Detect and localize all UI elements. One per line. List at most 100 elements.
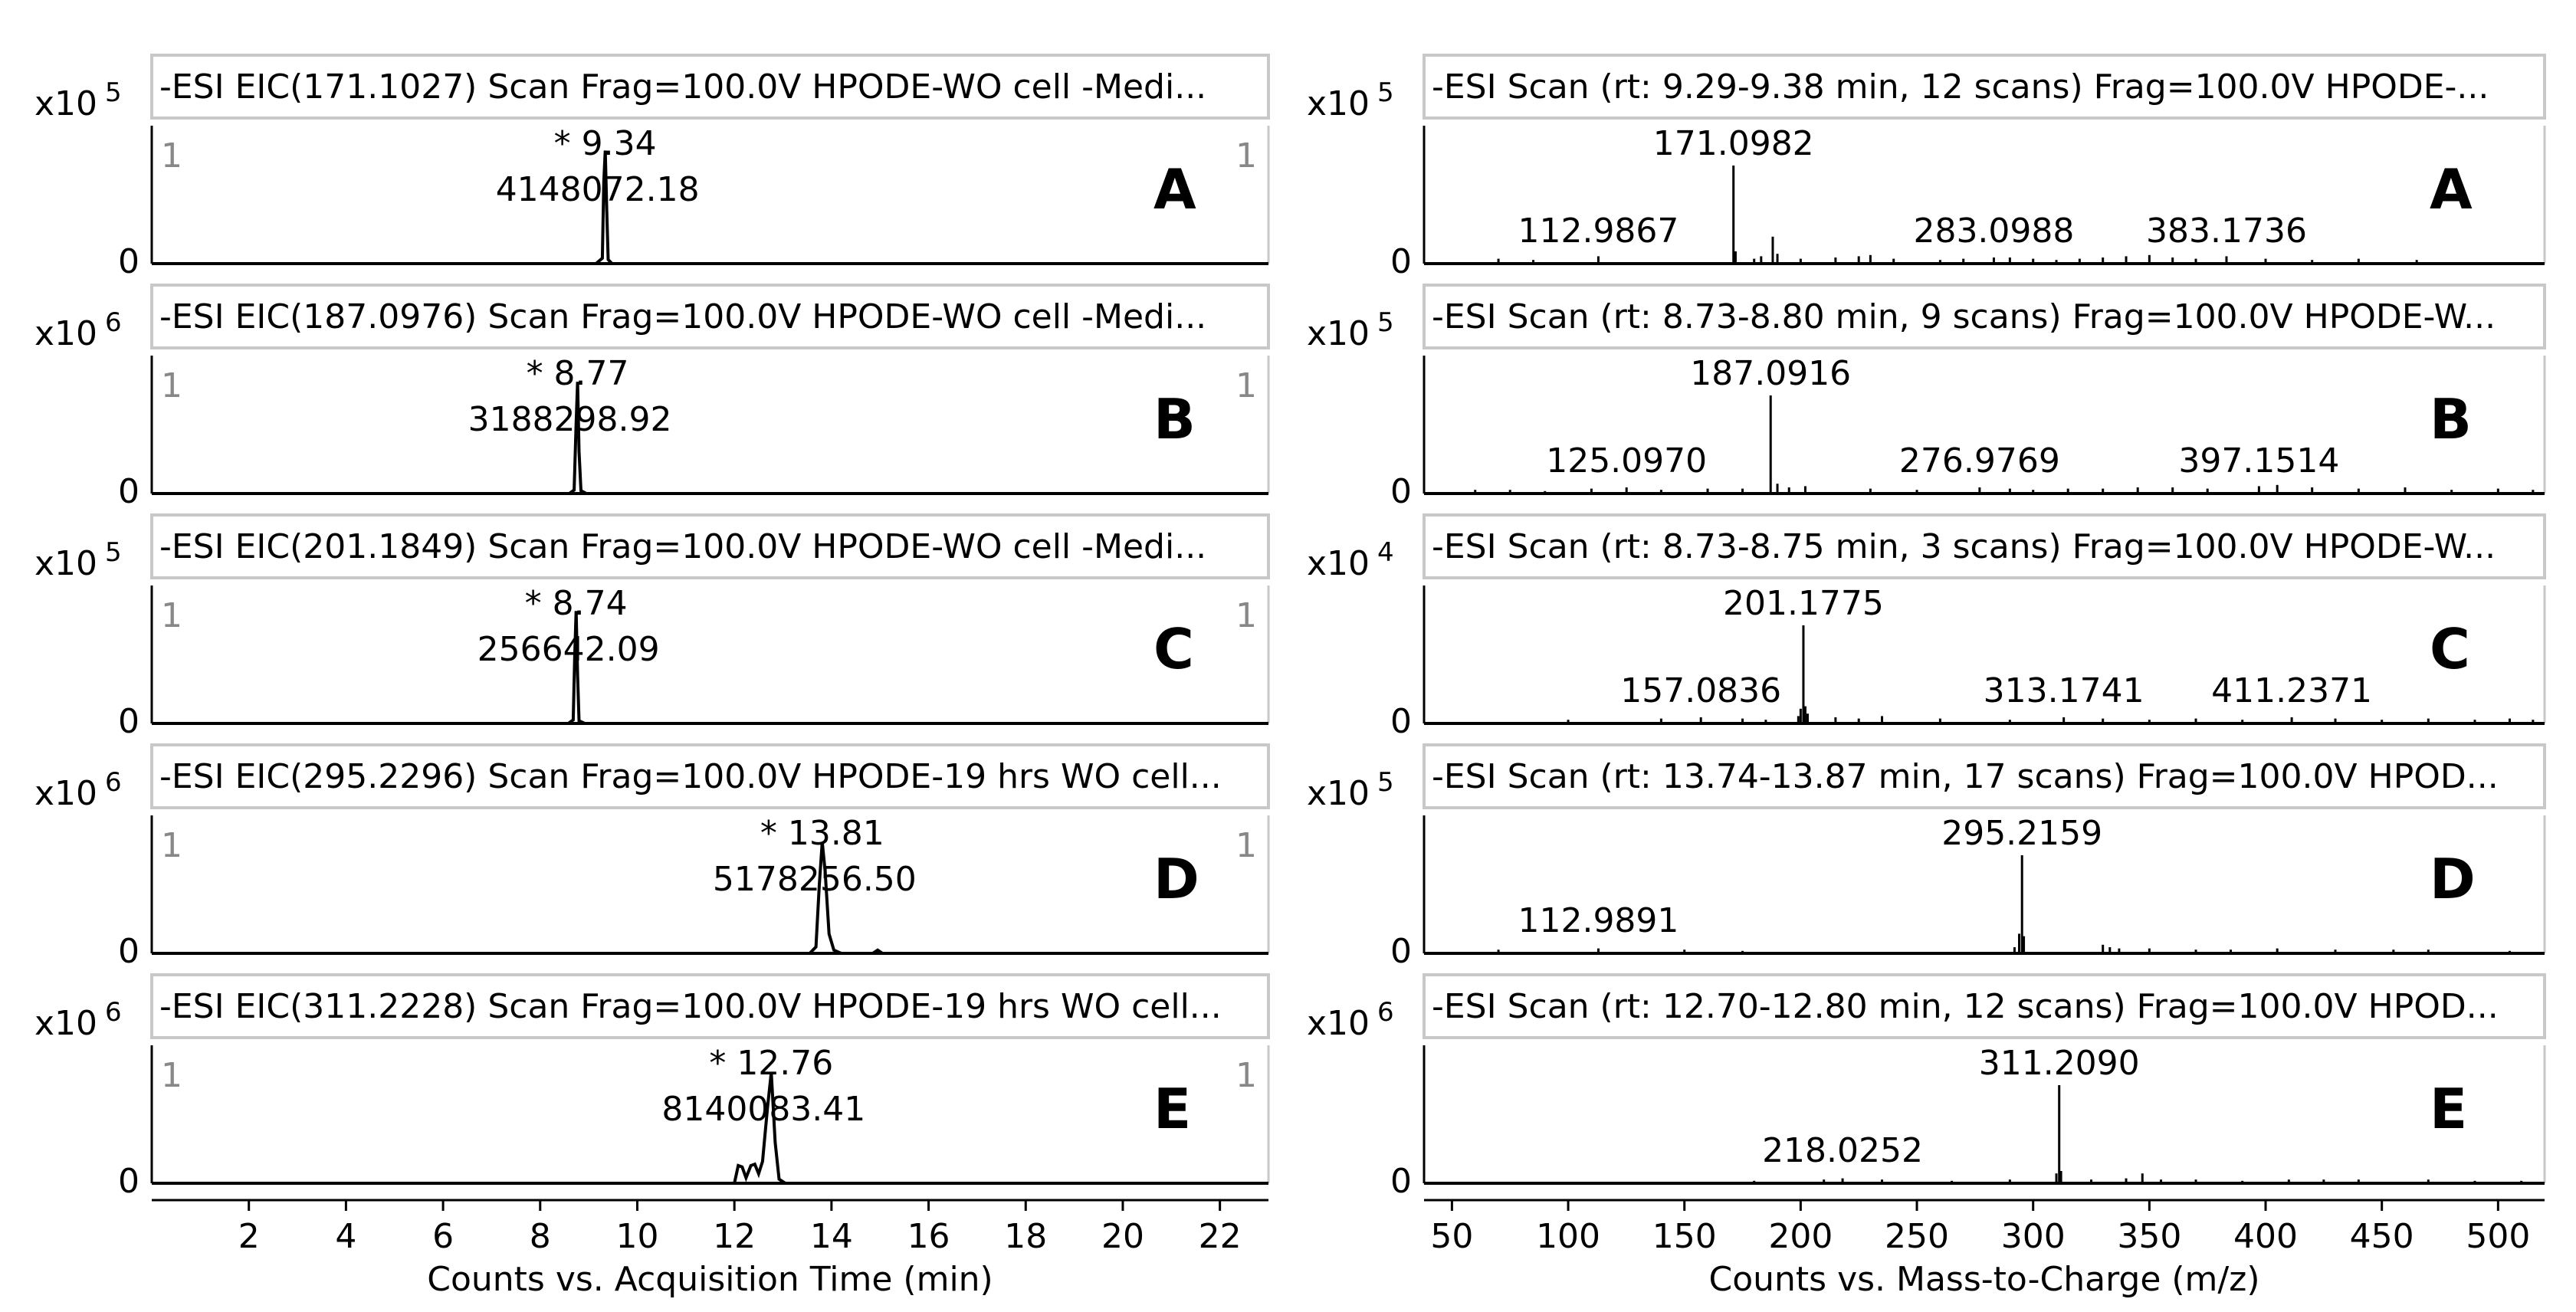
- right-marker: 1: [1235, 826, 1257, 865]
- x-tick-label: 20: [1101, 1217, 1144, 1256]
- panel-letter: D: [1153, 847, 1199, 911]
- panel-chromatograms-d: -ESI EIC(295.2296) Scan Frag=100.0V HPOD…: [34, 743, 1270, 971]
- spectrum-peak-label: 295.2159: [1941, 814, 2102, 853]
- y-zero-label: 0: [1390, 472, 1412, 511]
- panel-letter: A: [2430, 157, 2473, 221]
- y-scale-exponent: 4: [1377, 537, 1394, 568]
- panel-header-box: [1423, 973, 2546, 1039]
- x-tick-label: 10: [615, 1217, 658, 1256]
- y-scale-label: x10 6: [1307, 997, 1394, 1043]
- peak-rt-label: * 8.74: [525, 584, 628, 623]
- x-axis-title: Counts vs. Acquisition Time (min): [427, 1260, 993, 1299]
- x-tick-label: 12: [713, 1217, 756, 1256]
- panel-header-text: -ESI Scan (rt: 8.73-8.80 min, 9 scans) F…: [1432, 297, 2496, 336]
- left-marker: 1: [161, 366, 182, 405]
- y-scale-base: x10: [34, 84, 97, 123]
- spectrum-peak-label: 218.0252: [1762, 1131, 1923, 1170]
- panel-header-text: -ESI EIC(171.1027) Scan Frag=100.0V HPOD…: [159, 67, 1206, 107]
- y-scale-base: x10: [1307, 84, 1370, 123]
- panel-header-box: [150, 54, 1270, 120]
- x-tick-label: 200: [1768, 1217, 1833, 1256]
- x-tick-label: 350: [2117, 1217, 2181, 1256]
- y-scale-label: x10 6: [34, 997, 122, 1043]
- right-marker: 1: [1235, 366, 1257, 405]
- y-scale-exponent: 6: [105, 307, 122, 338]
- x-tick-label: 500: [2466, 1217, 2530, 1256]
- y-scale-exponent: 5: [1377, 767, 1394, 798]
- peak-area-label: 256642.09: [477, 630, 660, 669]
- x-tick-label: 150: [1652, 1217, 1717, 1256]
- peak-area-label: 5178256.50: [713, 860, 917, 899]
- y-scale-exponent: 6: [105, 997, 122, 1028]
- y-scale-label: x10 5: [1307, 307, 1394, 353]
- chromatogram-trace: [152, 150, 1268, 265]
- spectrum-peak-label: 157.0836: [1620, 671, 1781, 710]
- peak-area-label: 3188298.92: [468, 400, 672, 439]
- chromatogram-trace: [152, 1072, 1268, 1185]
- x-axis-right: 50 100 150 200 250 300 350 400 450 500 Counts vs. …: [1424, 1199, 2545, 1299]
- panel-spectra-a: -ESI Scan (rt: 9.29-9.38 min, 12 scans) …: [1307, 54, 2546, 281]
- panel-letter: E: [1153, 1077, 1191, 1141]
- panels-layer: -ESI EIC(171.1027) Scan Frag=100.0V HPOD…: [34, 54, 2546, 1201]
- panel-letter: C: [1153, 617, 1194, 681]
- spectrum-peak-label: 311.2090: [1979, 1044, 2140, 1083]
- y-scale-base: x10: [1307, 544, 1370, 583]
- panel-header-box: [1423, 513, 2546, 579]
- x-tick-label: 4: [335, 1217, 356, 1256]
- y-scale-exponent: 5: [1377, 307, 1394, 338]
- panel-header-box: [1423, 54, 2546, 120]
- panel-letter: D: [2430, 847, 2476, 911]
- y-scale-label: x10 6: [34, 767, 122, 813]
- x-tick-label: 22: [1199, 1217, 1242, 1256]
- spectrum-peak-label: 125.0970: [1546, 441, 1707, 481]
- spectrum-peak-label: 397.1514: [2178, 441, 2339, 481]
- y-scale-exponent: 6: [1377, 997, 1394, 1028]
- chromatogram-trace: [152, 611, 1268, 725]
- spectrum-peak-label: 283.0988: [1913, 212, 2074, 251]
- x-axis-left: 2 4 6 8 10 12 14 16 18 20 22 Counts vs. Acquisition…: [152, 1199, 1268, 1299]
- y-scale-label: x10 5: [34, 77, 122, 123]
- y-scale-exponent: 5: [1377, 77, 1394, 108]
- peak-area-label: 8140083.41: [661, 1090, 865, 1129]
- right-marker: 1: [1235, 136, 1257, 175]
- y-scale-base: x10: [34, 774, 97, 813]
- left-marker: 1: [161, 1056, 182, 1095]
- y-scale-base: x10: [1307, 314, 1370, 353]
- x-tick-label: 300: [2001, 1217, 2066, 1256]
- x-tick-label: 14: [810, 1217, 853, 1256]
- chromatogram-trace: [152, 841, 1268, 955]
- y-scale-base: x10: [1307, 1004, 1370, 1043]
- panel-letter: E: [2430, 1077, 2467, 1141]
- spectrum-peak-label: 411.2371: [2211, 671, 2372, 710]
- spectrum-peak-label: 187.0916: [1690, 354, 1851, 393]
- panel-spectra-e: -ESI Scan (rt: 12.70-12.80 min, 12 scans…: [1307, 973, 2546, 1201]
- panel-header-box: [150, 973, 1270, 1039]
- x-tick-label: 50: [1430, 1217, 1473, 1256]
- panel-header-box: [150, 513, 1270, 579]
- panel-chromatograms-b: -ESI EIC(187.0976) Scan Frag=100.0V HPOD…: [34, 284, 1270, 511]
- right-marker: 1: [1235, 1056, 1257, 1095]
- y-zero-label: 0: [1390, 932, 1412, 971]
- peak-area-label: 4148072.18: [496, 170, 700, 209]
- spectrum-peak-label: 383.1736: [2146, 212, 2307, 251]
- panel-header-text: -ESI EIC(187.0976) Scan Frag=100.0V HPOD…: [159, 297, 1206, 336]
- peak-rt-label: * 8.77: [527, 354, 629, 393]
- panel-chromatograms-a: -ESI EIC(171.1027) Scan Frag=100.0V HPOD…: [34, 54, 1270, 281]
- y-zero-label: 0: [118, 472, 139, 511]
- y-scale-exponent: 6: [105, 767, 122, 798]
- chromatogram-trace: [152, 382, 1268, 495]
- panel-header-text: -ESI EIC(295.2296) Scan Frag=100.0V HPOD…: [159, 757, 1222, 796]
- y-scale-base: x10: [34, 1004, 97, 1043]
- y-zero-label: 0: [1390, 242, 1412, 281]
- y-zero-label: 0: [118, 932, 139, 971]
- left-marker: 1: [161, 596, 182, 635]
- y-zero-label: 0: [118, 242, 139, 281]
- y-scale-label: x10 5: [34, 537, 122, 583]
- y-zero-label: 0: [118, 702, 139, 741]
- panel-header-text: -ESI EIC(201.1849) Scan Frag=100.0V HPOD…: [159, 527, 1206, 566]
- panel-header-box: [150, 284, 1270, 349]
- y-scale-base: x10: [34, 544, 97, 583]
- panel-letter: B: [1153, 387, 1196, 451]
- spectrum-peak-label: 112.9891: [1518, 901, 1679, 940]
